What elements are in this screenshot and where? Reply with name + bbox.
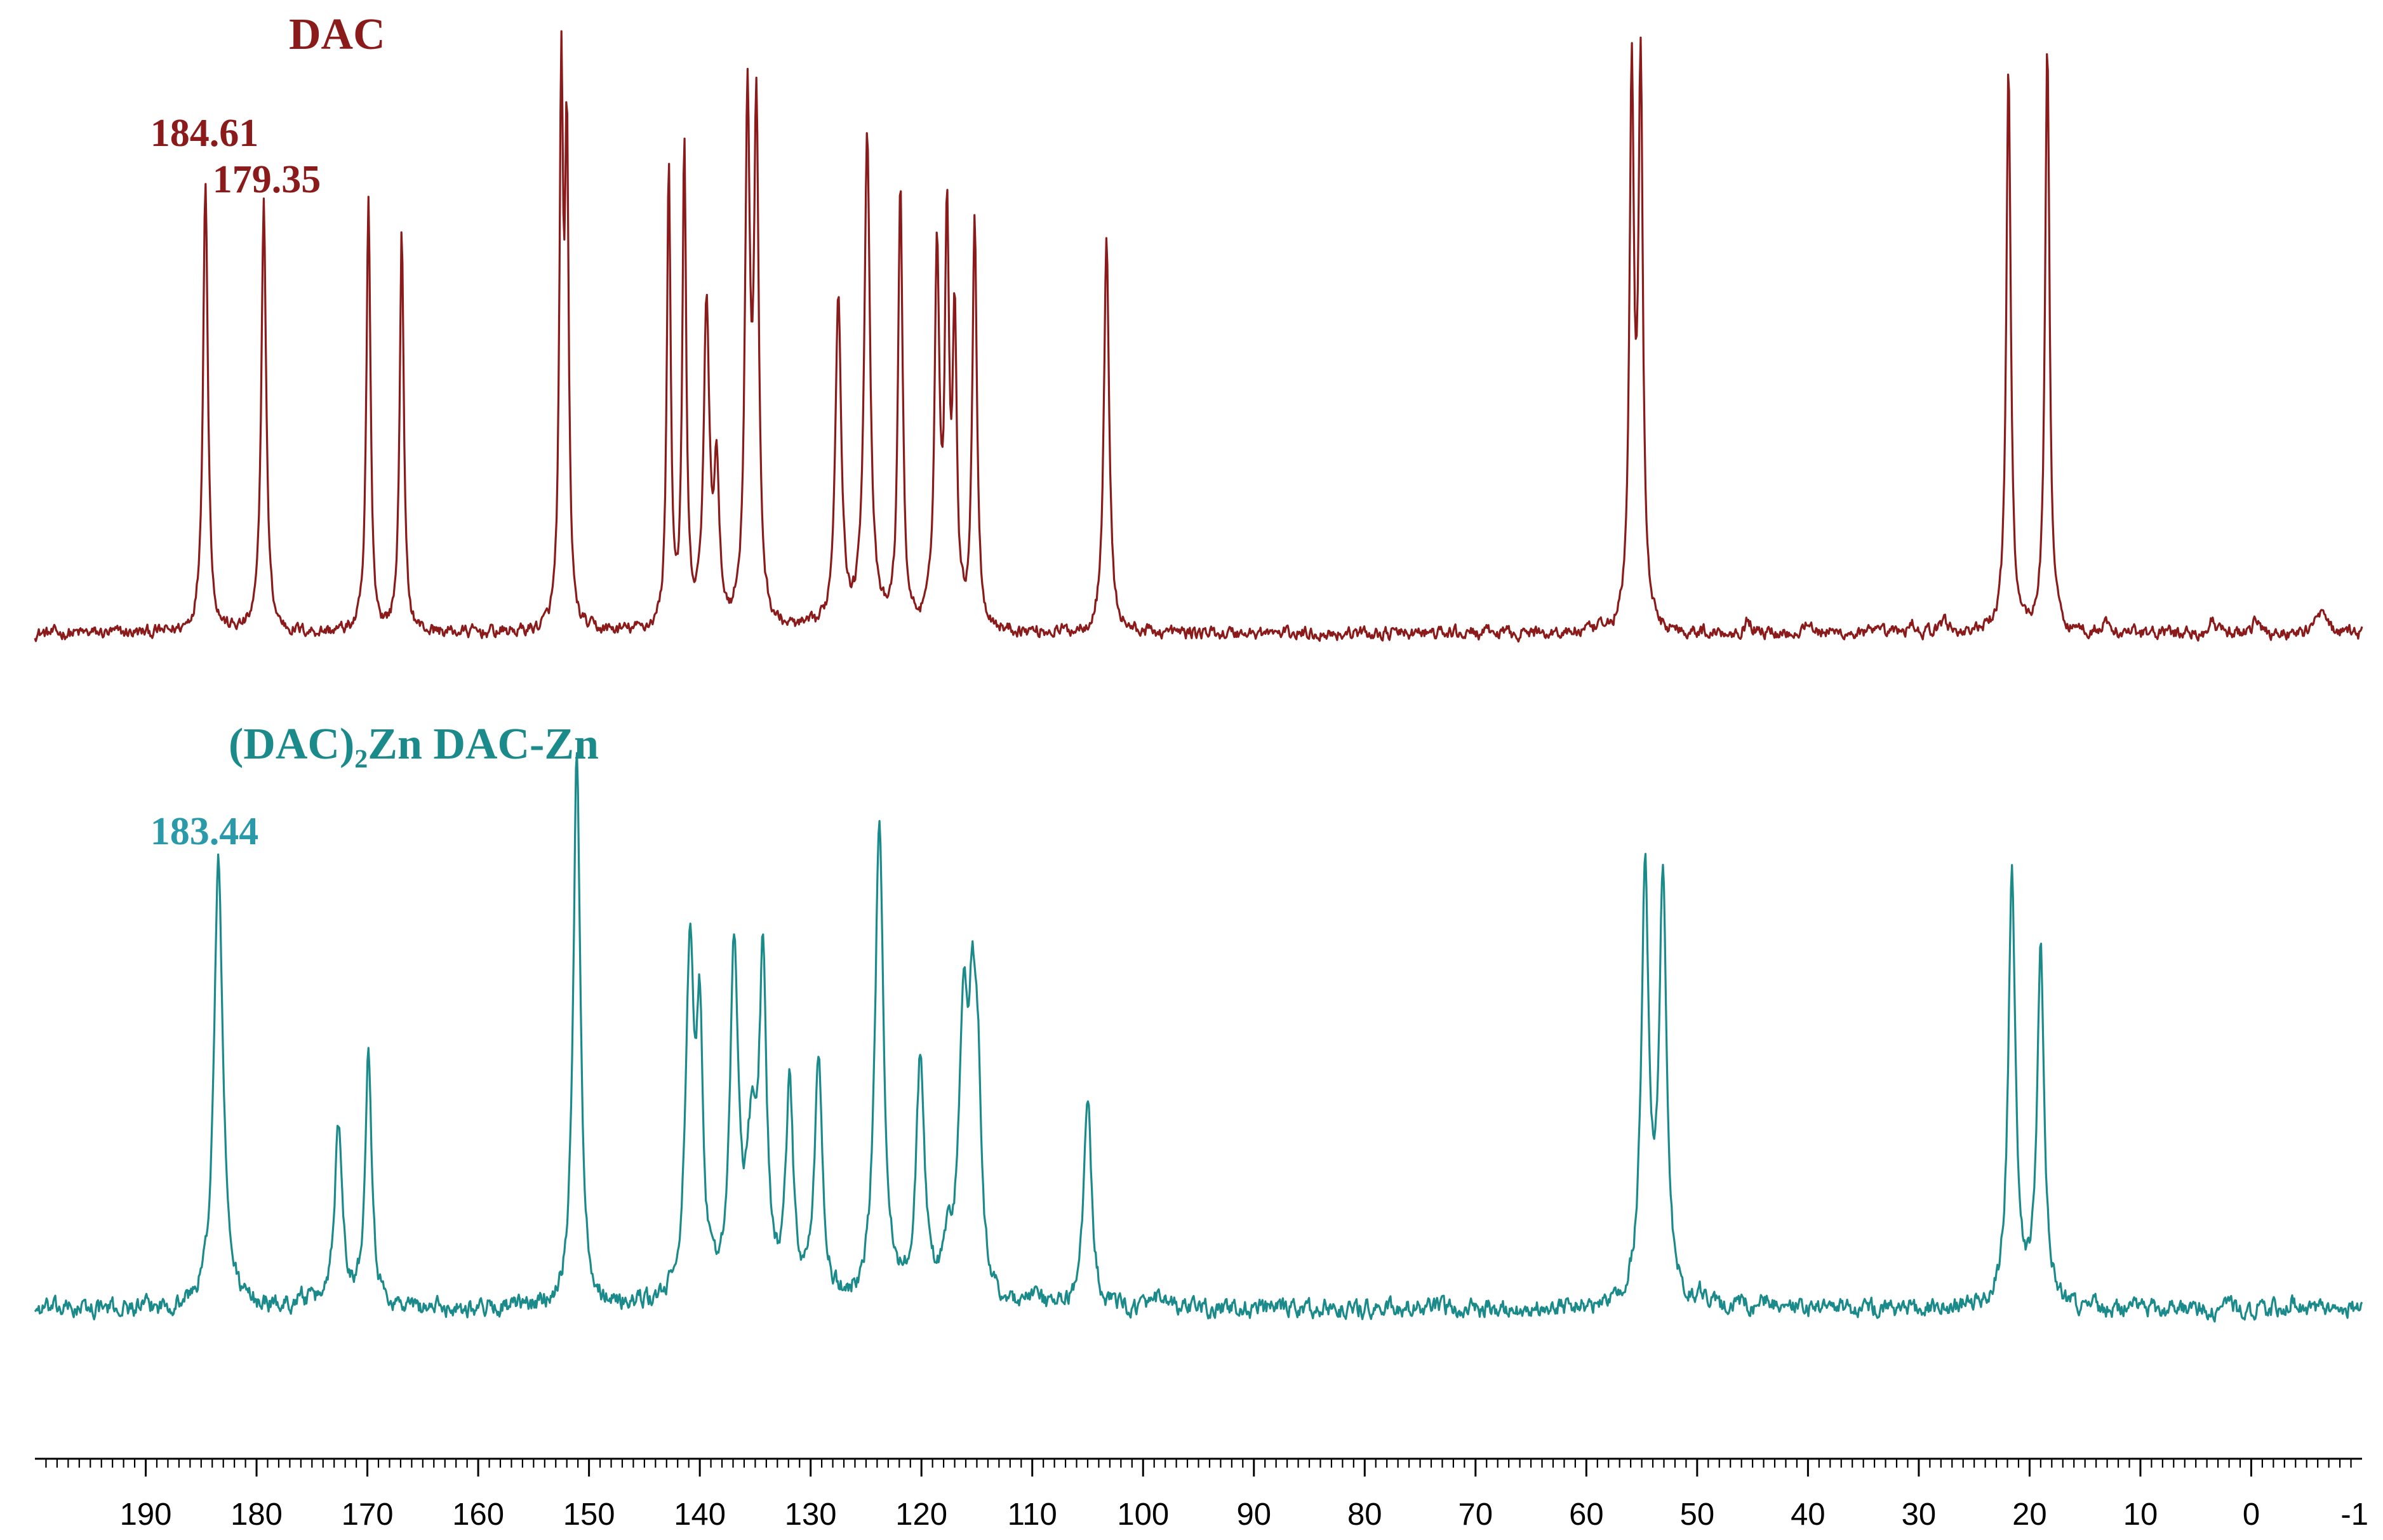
x-tick-label: 90 — [1237, 1497, 1272, 1532]
x-tick-label: 110 — [1008, 1497, 1057, 1532]
x-tick-label: 40 — [1791, 1497, 1826, 1532]
x-tick-label: 0 — [2243, 1497, 2260, 1532]
x-tick-label: 170 — [342, 1497, 394, 1532]
x-tick-label: 30 — [1902, 1497, 1937, 1532]
x-tick-label: 50 — [1680, 1497, 1715, 1532]
series-label-dac-zn: (DAC)₂Zn DAC-Zn — [229, 720, 599, 769]
x-tick-label: 100 — [1117, 1497, 1169, 1532]
x-tick-label: 190 — [120, 1497, 172, 1532]
x-tick-label: 140 — [674, 1497, 726, 1532]
x-axis-ticks — [45, 1459, 2352, 1477]
series-dac-zn: (DAC)₂Zn DAC-Zn 183.44 — [34, 720, 2363, 1323]
x-tick-label: -1 — [2340, 1497, 2368, 1532]
series-dac: DAC 184.61 179.35 — [34, 10, 2363, 643]
series-label-dac: DAC — [289, 10, 385, 59]
x-tick-label: 120 — [895, 1497, 947, 1532]
x-tick-label: 150 — [563, 1497, 615, 1532]
x-axis: 190 180 170 160 150 140 130 120 110 100 90 80 70 60 50… — [35, 1457, 2368, 1532]
x-axis-tick-labels: 190 180 170 160 150 140 130 120 110 100 90 80 70 60 50… — [120, 1497, 2368, 1532]
peak-label-184-61: 184.61 — [150, 112, 259, 155]
x-tick-label: 10 — [2123, 1497, 2158, 1532]
x-tick-label: 160 — [452, 1497, 504, 1532]
peak-label-183-44: 183.44 — [150, 810, 259, 853]
x-tick-label: 130 — [785, 1497, 837, 1532]
x-tick-label: 180 — [230, 1497, 283, 1532]
spectrum-trace-dac — [34, 30, 2363, 643]
x-tick-label: 20 — [2012, 1497, 2047, 1532]
spectrum-trace-dac-zn — [34, 752, 2363, 1323]
x-tick-label: 60 — [1569, 1497, 1604, 1532]
x-tick-label: 70 — [1459, 1497, 1493, 1532]
peak-label-179-35: 179.35 — [213, 158, 321, 201]
x-tick-label: 80 — [1347, 1497, 1382, 1532]
